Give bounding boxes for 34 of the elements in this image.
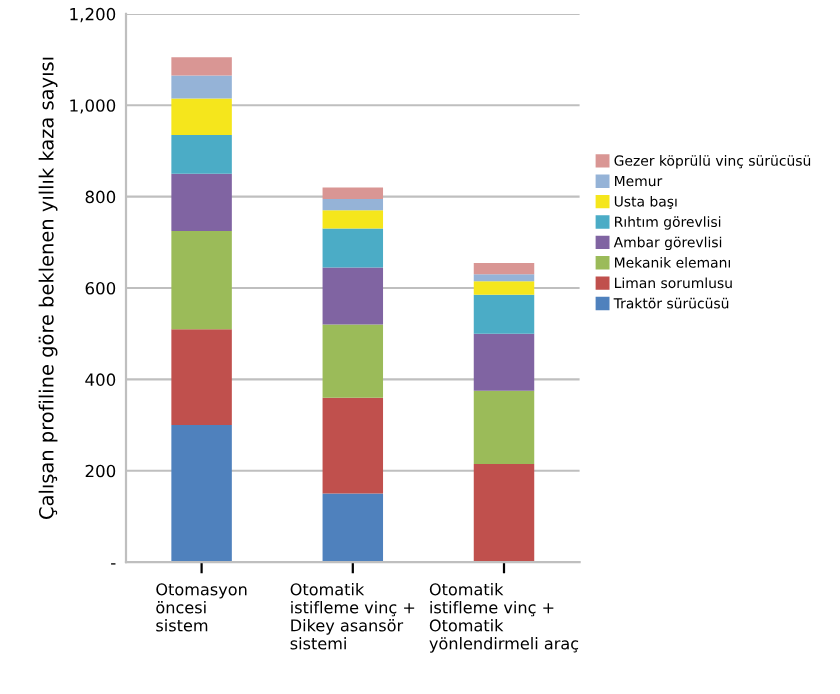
bar	[322, 397, 384, 494]
x-tick-label: Otomasyon öncesi sistem	[156, 583, 247, 632]
y-tick-label: 800	[85, 190, 116, 204]
bar	[322, 198, 384, 211]
bar	[322, 228, 384, 268]
bar	[473, 294, 535, 334]
bar	[322, 210, 384, 229]
bar	[322, 267, 384, 325]
bar	[473, 390, 535, 464]
bar	[171, 98, 232, 135]
bar	[473, 463, 535, 563]
bar	[171, 173, 232, 231]
bar	[171, 134, 232, 174]
bar	[473, 333, 535, 391]
bar	[171, 425, 232, 563]
bar	[473, 262, 535, 275]
bar	[322, 324, 384, 398]
y-tick-label: 1,000	[70, 99, 116, 114]
bar	[171, 230, 232, 330]
bar	[171, 329, 232, 426]
bar	[322, 187, 384, 199]
y-tick-label: 200	[85, 464, 116, 478]
y-tick-label: -	[111, 563, 116, 565]
y-tick-label: 1,200	[70, 7, 116, 23]
x-tick-label: Otomatik istifleme vinç + Dikey asansör sistemi	[290, 582, 415, 650]
y-axis-title: Çalışan profiline göre beklenen yıllık kaza sayısı	[38, 57, 58, 519]
bar	[322, 493, 384, 563]
bar	[473, 274, 535, 282]
y-tick-label: 600	[85, 281, 116, 295]
y-tick-label: 400	[85, 373, 116, 386]
bar	[473, 281, 535, 295]
x-tick-label: Otomatik istifleme vinç + Otomatik yönlendirmeli araç	[429, 582, 579, 653]
bar	[171, 75, 232, 99]
bar	[171, 57, 232, 76]
